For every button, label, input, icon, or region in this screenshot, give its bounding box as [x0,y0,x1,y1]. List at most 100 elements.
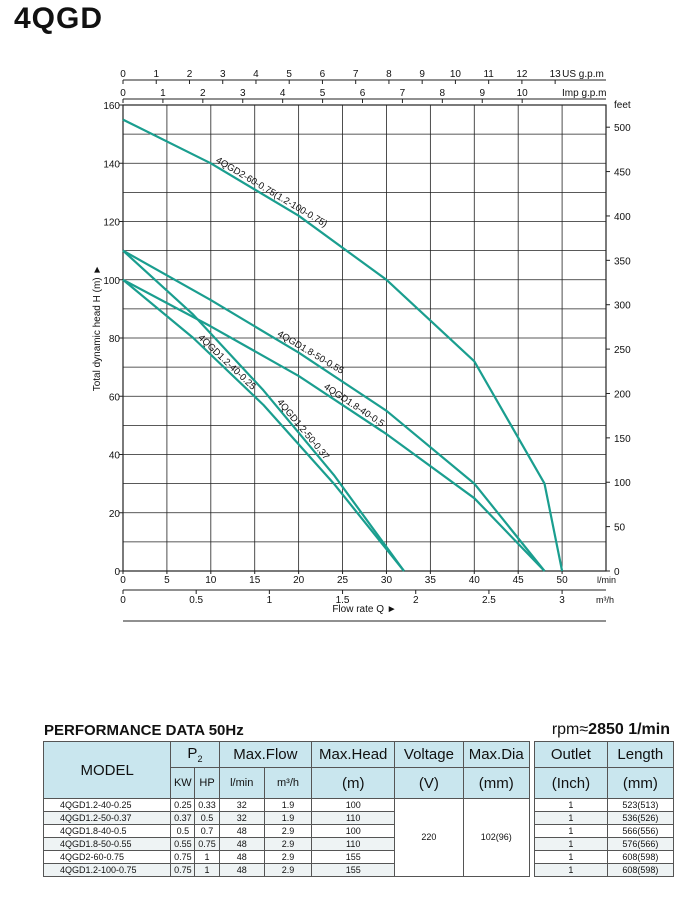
cell-m3h: 2.9 [263,863,313,877]
lmin-tick-label: 45 [513,575,525,586]
header-hp: HP [194,767,220,799]
m3h-tick-label: 2.5 [482,595,496,606]
header-max-flow: Max.Flow [218,741,313,768]
cell-lmin: 48 [218,824,265,838]
header-length: Length [606,741,675,768]
m3h-tick-label: 1 [267,595,273,606]
feet-tick-label: 500 [614,123,631,134]
cell-head: 110 [311,811,396,825]
cell-model: 4QGD1.8-40-0.5 [42,824,172,838]
cell-kw: 0.75 [170,850,196,864]
curve-4QGD1.2-40-0.25 [122,278,405,572]
header-head-unit: (m) [311,767,396,799]
feet-tick-label: 200 [614,389,631,400]
m3h-tick-label: 0 [120,595,126,606]
header-kw: KW [170,767,196,799]
table-row: 4QGD2-60-0.75 0.75 1 48 2.9 155 1 608(598) [42,850,675,864]
cell-lmin: 48 [218,863,265,877]
us-gpm-tick-label: 8 [386,69,392,80]
cell-lmin: 48 [218,850,265,864]
x-axis-label: Flow rate Q ► [332,604,396,615]
row-gap [528,824,536,838]
performance-table-title: PERFORMANCE DATA 50Hz [44,722,244,739]
cell-hp: 0.75 [194,837,220,851]
lmin-unit-label: l/min [597,575,616,585]
cell-model: 4QGD2-60-0.75 [42,850,172,864]
cell-kw: 0.75 [170,863,196,877]
imp-gpm-tick-label: 3 [240,88,246,99]
header-length-unit: (mm) [606,767,675,799]
imp-gpm-tick-label: 1 [160,88,166,99]
row-gap [528,850,536,864]
lmin-tick-label: 15 [249,575,261,586]
lmin-tick-label: 10 [205,575,217,586]
cell-max-dia: 102(96) [462,798,530,877]
cell-outlet: 1 [534,824,608,838]
cell-length: 566(556) [606,824,675,838]
cell-kw: 0.25 [170,798,196,812]
us-gpm-tick-label: 13 [550,69,562,80]
performance-table-body: 4QGD1.2-40-0.25 0.25 0.33 32 1.9 100 220 102(96… [42,798,675,877]
m3h-tick-label: 3 [559,595,565,606]
imp-gpm-tick-label: 6 [360,88,366,99]
performance-table: MODEL P2 Max.Flow Max.Head Voltage Max.D… [42,741,675,877]
lmin-tick-label: 0 [120,575,126,586]
us-gpm-tick-label: 12 [516,69,528,80]
rpm-value: 2850 1/min [588,721,670,738]
imp-gpm-tick-label: 0 [120,88,126,99]
header-voltage: Voltage [394,741,464,768]
cell-m3h: 1.9 [263,811,313,825]
feet-tick-label: 400 [614,212,631,223]
row-gap [528,837,536,851]
y-tick-label: 60 [109,392,121,403]
table-row: 4QGD1.2-100-0.75 0.75 1 48 2.9 155 1 608(598) [42,863,675,877]
y-tick-label: 0 [114,567,120,578]
cell-lmin: 32 [218,798,265,812]
cell-head: 155 [311,863,396,877]
header-dia-unit: (mm) [462,767,530,799]
cell-model: 4QGD1.2-100-0.75 [42,863,172,877]
cell-head: 100 [311,824,396,838]
imp-gpm-tick-label: 8 [440,88,446,99]
cell-voltage: 220 [394,798,464,877]
us-gpm-tick-label: 4 [253,69,259,80]
m3h-tick-label: 0.5 [189,595,203,606]
m3h-tick-label: 2 [413,595,419,606]
us-gpm-tick-label: 11 [483,69,494,80]
imp-gpm-tick-label: 10 [517,88,529,99]
feet-tick-label: 350 [614,256,631,267]
header-p2: P2 [170,741,220,768]
imp-gpm-tick-label: 4 [280,88,286,99]
y-tick-label: 100 [103,276,120,287]
y-tick-label: 80 [109,334,121,345]
header-m3h: m³/h [263,767,313,799]
cell-m3h: 2.9 [263,837,313,851]
cell-m3h: 2.9 [263,824,313,838]
imp-gpm-tick-label: 5 [320,88,326,99]
lmin-tick-label: 50 [557,575,569,586]
imp-gpm-tick-label: 9 [479,88,485,99]
page-title: 4QGD [14,2,104,35]
curve-4QGD2-60-0.75(1.2-100-0.75) [122,118,564,572]
cell-outlet: 1 [534,798,608,812]
lmin-tick-label: 40 [469,575,481,586]
us-gpm-unit-label: US g.p.m [562,69,604,80]
table-row: 4QGD1.8-40-0.5 0.5 0.7 48 2.9 100 1 566(556) [42,824,675,838]
curve-4QGD1.2-50-0.37 [122,249,405,572]
cell-outlet: 1 [534,837,608,851]
feet-tick-label: 450 [614,168,631,179]
row-gap [528,863,536,877]
table-row: 4QGD1.8-50-0.55 0.55 0.75 48 2.9 110 1 576(566) [42,837,675,851]
y-axis-label: Total dynamic head H (m) ► [92,265,103,392]
m3h-tick-label: 1.5 [336,595,350,606]
cell-model: 4QGD1.2-50-0.37 [42,811,172,825]
feet-tick-label: 0 [614,567,620,578]
header-outlet: Outlet [534,741,608,768]
row-gap [528,798,536,812]
cell-hp: 1 [194,863,220,877]
cell-head: 155 [311,850,396,864]
lmin-tick-label: 5 [164,575,170,586]
rpm-label: rpm≈2850 1/min [552,721,670,739]
cell-lmin: 32 [218,811,265,825]
